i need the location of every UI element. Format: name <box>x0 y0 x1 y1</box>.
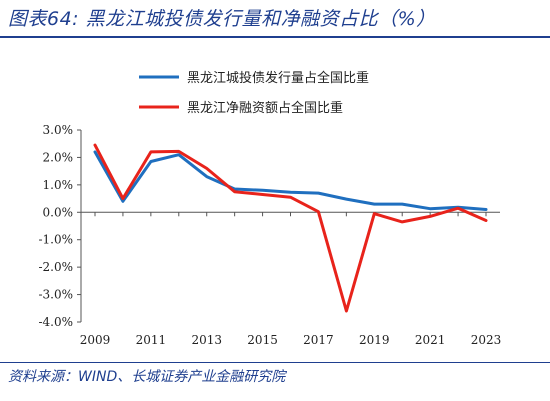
y-tick-label: -2.0% <box>38 260 73 274</box>
y-axis-ticks: 3.0% 2.0% 1.0% 0.0% -1.0% -2.0% -3.0% -4.0% <box>38 123 81 329</box>
y-tick-label: -4.0% <box>38 315 73 329</box>
x-tick-label: 2021 <box>415 333 446 347</box>
chart-title: 图表64: 黑龙江城投债发行量和净融资占比（%） <box>8 8 436 30</box>
series-lines <box>93 143 488 313</box>
x-tick-label: 2019 <box>359 333 390 347</box>
x-tick-label: 2015 <box>247 333 278 347</box>
source-note: 资料来源：WIND、长城证券产业金融研究院 <box>8 369 286 385</box>
x-tick-label: 2017 <box>303 333 334 347</box>
legend-label: 黑龙江净融资额占全国比重 <box>187 100 343 116</box>
net-financing-share-line <box>93 143 488 313</box>
x-tick-label: 2011 <box>136 333 167 347</box>
axes <box>80 130 500 322</box>
y-tick-label: 0.0% <box>43 205 74 219</box>
issuance-share-line <box>93 150 488 211</box>
x-axis-ticks: 2009 2011 2013 2015 2017 2019 2021 2023 <box>80 212 502 347</box>
y-tick-label: -1.0% <box>38 233 73 247</box>
y-tick-label: 1.0% <box>43 178 74 192</box>
y-tick-label: 3.0% <box>43 123 74 137</box>
y-tick-label: 2.0% <box>43 150 74 164</box>
x-tick-label: 2013 <box>191 333 222 347</box>
x-tick-label: 2009 <box>80 333 111 347</box>
title-divider <box>0 36 550 38</box>
legend-label: 黑龙江城投债发行量占全国比重 <box>187 70 369 86</box>
x-tick-label: 2023 <box>471 333 502 347</box>
y-tick-label: -3.0% <box>38 288 73 302</box>
source-divider <box>0 362 550 363</box>
